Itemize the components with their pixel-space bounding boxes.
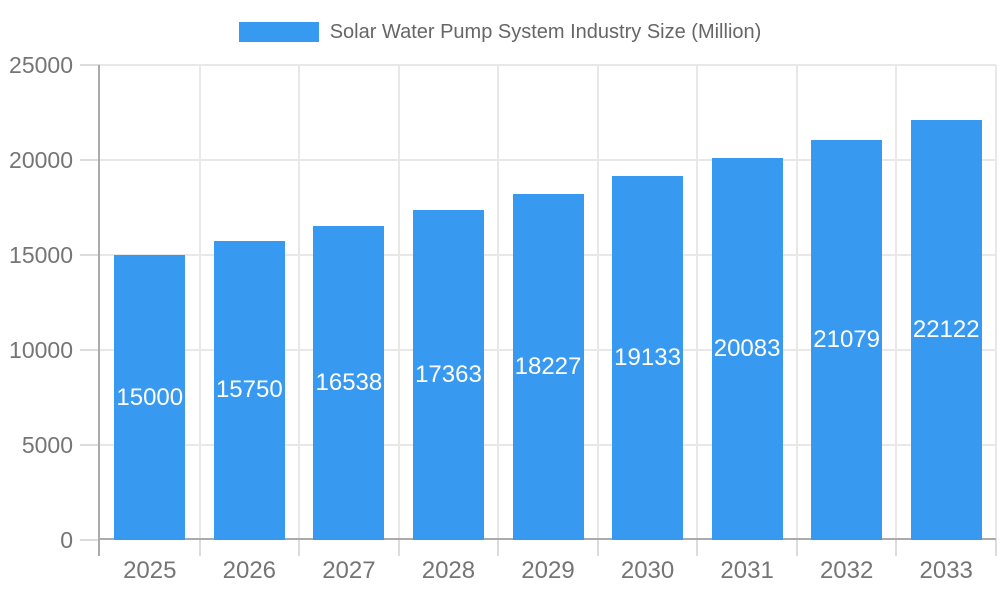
bar-2032[interactable]: 21079: [811, 139, 883, 540]
y-axis-tick: [80, 444, 100, 446]
x-tick-label-2028: 2028: [421, 557, 476, 584]
x-tick-label-2032: 2032: [819, 557, 874, 584]
gridline-vertical: [995, 65, 997, 540]
y-axis-tick: [80, 159, 100, 161]
x-tick-label-2031: 2031: [720, 557, 774, 584]
bar-value-label: 18227: [514, 352, 582, 380]
gridline-vertical: [298, 65, 301, 540]
x-axis-tick: [497, 540, 500, 556]
x-axis-tick: [795, 540, 798, 556]
x-axis-tick: [397, 540, 400, 556]
y-tick-label-10000: 10000: [9, 337, 73, 363]
y-tick-label-5000: 5000: [21, 432, 73, 458]
gridline-vertical: [596, 65, 599, 540]
y-axis-tick: [80, 539, 100, 541]
bar-2025[interactable]: 15000: [114, 255, 186, 540]
legend-item[interactable]: Solar Water Pump System Industry Size (M…: [0, 21, 1000, 43]
x-tick-label-2029: 2029: [521, 557, 575, 584]
x-tick-label-2033: 2033: [919, 557, 973, 584]
gridline-horizontal: [100, 64, 996, 66]
bar-2033[interactable]: 22122: [910, 119, 982, 540]
bar-value-label: 19133: [614, 344, 681, 372]
bar-value-label: 15750: [215, 376, 283, 404]
gridline-vertical: [497, 65, 500, 540]
y-axis-tick: [80, 254, 100, 256]
x-tick-label-2030: 2030: [620, 557, 675, 584]
gridline-vertical: [696, 65, 699, 540]
y-tick-label-25000: 25000: [9, 52, 73, 78]
legend-label: Solar Water Pump System Industry Size (M…: [329, 21, 762, 43]
plot-area: 15000 15750 16538 17363 18227 19133 20083 21079…: [80, 64, 997, 556]
bar-value-label: 15000: [116, 383, 184, 411]
x-axis-tick: [298, 540, 301, 556]
y-axis-tick: [80, 349, 100, 351]
y-axis-line: [98, 65, 100, 556]
bar-2030[interactable]: 19133: [612, 176, 684, 540]
x-axis-tick: [995, 540, 997, 556]
y-axis-tick: [80, 64, 100, 66]
bar-value-label: 17363: [415, 361, 482, 389]
gridline-vertical: [397, 65, 400, 540]
bar-value-label: 16538: [315, 368, 383, 396]
x-tick-label-2027: 2027: [322, 557, 376, 584]
gridline-vertical: [795, 65, 798, 540]
legend-swatch: [238, 22, 319, 42]
bar-2029[interactable]: 18227: [512, 193, 584, 540]
bar-2028[interactable]: 17363: [412, 210, 484, 540]
bar-value-label: 20083: [713, 335, 781, 363]
bar-value-label: 22122: [912, 315, 980, 343]
x-axis-tick: [895, 540, 898, 556]
bar-2031[interactable]: 20083: [711, 158, 783, 540]
x-tick-label-2025: 2025: [123, 557, 177, 584]
x-axis-tick: [696, 540, 699, 556]
x-axis-tick: [596, 540, 599, 556]
gridline-vertical: [895, 65, 898, 540]
bar-value-label: 21079: [813, 325, 881, 353]
bar-2026[interactable]: 15750: [213, 240, 285, 540]
x-axis-tick: [198, 540, 201, 556]
y-tick-label-0: 0: [60, 527, 73, 553]
y-tick-label-20000: 20000: [9, 147, 73, 173]
x-tick-label-2026: 2026: [222, 557, 277, 584]
bar-2027[interactable]: 16538: [313, 225, 385, 540]
y-tick-label-15000: 15000: [9, 242, 73, 268]
gridline-vertical: [198, 65, 201, 540]
